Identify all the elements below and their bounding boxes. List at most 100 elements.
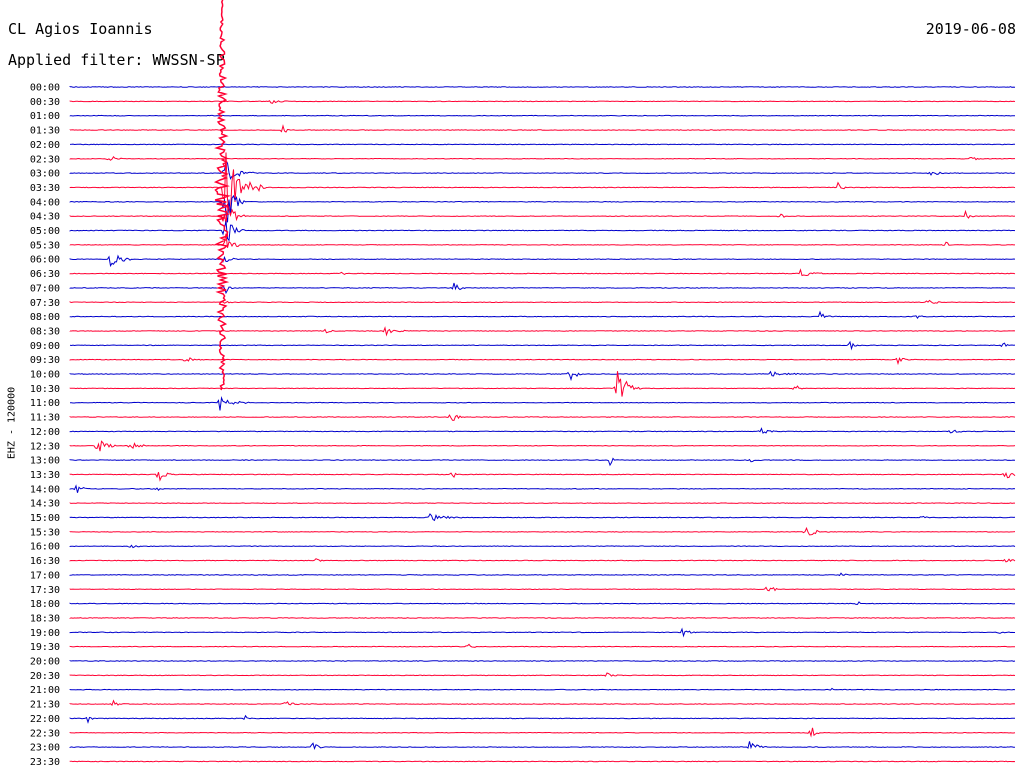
row-time-label: 07:00 bbox=[30, 283, 60, 294]
row-time-label: 23:00 bbox=[30, 743, 60, 754]
seismic-trace bbox=[69, 526, 1016, 536]
row-time-label: 21:00 bbox=[30, 685, 60, 696]
row-time-label: 18:00 bbox=[30, 599, 60, 610]
seismic-trace bbox=[69, 86, 1016, 88]
seismic-trace bbox=[69, 326, 1016, 337]
row-time-label: 09:00 bbox=[30, 341, 60, 352]
row-time-label: 08:00 bbox=[30, 312, 60, 323]
seismic-trace bbox=[69, 643, 1015, 648]
seismic-trace bbox=[69, 152, 1016, 211]
row-time-label: 19:30 bbox=[30, 642, 60, 653]
seismic-trace bbox=[69, 233, 1015, 248]
seismic-trace bbox=[69, 414, 1016, 421]
seismic-trace bbox=[69, 660, 1016, 662]
row-time-label: 22:30 bbox=[30, 728, 60, 739]
row-time-label: 03:00 bbox=[30, 169, 60, 180]
row-time-label: 23:30 bbox=[30, 757, 60, 768]
seismic-trace bbox=[69, 268, 1016, 277]
seismic-trace bbox=[69, 370, 1016, 382]
seismic-trace bbox=[69, 502, 1015, 504]
row-time-label: 04:30 bbox=[30, 212, 60, 223]
row-time-label: 13:30 bbox=[30, 470, 60, 481]
seismic-trace bbox=[69, 357, 1016, 366]
row-time-label: 20:30 bbox=[30, 671, 60, 682]
seismic-trace bbox=[69, 99, 1016, 104]
row-time-label: 06:30 bbox=[30, 269, 60, 280]
seismic-trace bbox=[69, 727, 1016, 738]
row-time-label: 10:30 bbox=[30, 384, 60, 395]
row-time-label: 11:30 bbox=[30, 413, 60, 424]
seismic-trace bbox=[69, 427, 1016, 434]
earthquake-spike bbox=[213, 0, 232, 391]
row-time-label: 16:30 bbox=[30, 556, 60, 567]
seismic-trace bbox=[69, 124, 1016, 133]
seismic-trace bbox=[69, 617, 1016, 619]
row-time-label: 15:30 bbox=[30, 527, 60, 538]
seismic-trace bbox=[69, 601, 1016, 605]
row-time-label: 04:00 bbox=[30, 197, 60, 208]
seismic-trace bbox=[69, 572, 1016, 577]
row-time-label: 12:00 bbox=[30, 427, 60, 438]
seismic-trace bbox=[69, 699, 1016, 706]
seismic-trace bbox=[69, 254, 1016, 268]
row-time-label: 21:30 bbox=[30, 700, 60, 711]
seismic-trace bbox=[69, 310, 1016, 319]
row-time-label: 12:30 bbox=[30, 441, 60, 452]
row-time-label: 06:00 bbox=[30, 255, 60, 266]
row-time-label: 17:30 bbox=[30, 585, 60, 596]
seismic-trace bbox=[69, 513, 1016, 522]
date-label: 2019-06-08 bbox=[925, 20, 1016, 38]
seismic-trace bbox=[70, 395, 1016, 411]
seismic-trace bbox=[69, 299, 1016, 304]
row-time-label: 13:00 bbox=[30, 456, 60, 467]
seismic-trace bbox=[69, 194, 1016, 223]
row-time-label: 14:00 bbox=[30, 484, 60, 495]
row-time-label: 02:30 bbox=[30, 154, 60, 165]
row-time-label: 01:30 bbox=[30, 126, 60, 137]
row-time-label: 03:30 bbox=[30, 183, 60, 194]
seismic-trace bbox=[69, 714, 1015, 724]
seismic-trace bbox=[69, 472, 1016, 482]
seismic-trace bbox=[69, 371, 1016, 397]
seismic-trace bbox=[69, 687, 1016, 691]
seismic-trace bbox=[69, 586, 1016, 592]
seismic-trace bbox=[69, 544, 1016, 549]
row-time-label: 17:00 bbox=[30, 570, 60, 581]
seismic-trace bbox=[69, 760, 1016, 763]
row-time-label: 20:00 bbox=[30, 657, 60, 668]
seismic-trace bbox=[69, 143, 1015, 146]
row-time-label: 08:30 bbox=[30, 326, 60, 337]
row-time-label: 00:30 bbox=[30, 97, 60, 108]
seismic-trace bbox=[69, 627, 1015, 638]
seismic-trace bbox=[69, 221, 1016, 242]
filter-label: Applied filter: WWSSN-SP bbox=[8, 51, 225, 69]
row-time-label: 14:30 bbox=[30, 499, 60, 510]
seismic-trace bbox=[69, 156, 1015, 161]
seismic-trace bbox=[69, 114, 1016, 117]
seismic-trace bbox=[69, 457, 1016, 467]
row-time-label: 05:30 bbox=[30, 240, 60, 251]
row-time-label: 15:00 bbox=[30, 513, 60, 524]
row-time-label: 16:00 bbox=[30, 542, 60, 553]
station-title: CL Agios Ioannis bbox=[8, 20, 153, 38]
row-time-label: 01:00 bbox=[30, 111, 60, 122]
seismic-trace bbox=[69, 282, 1016, 295]
seismic-trace bbox=[69, 741, 1016, 751]
row-time-label: 09:30 bbox=[30, 355, 60, 366]
seismic-trace bbox=[69, 203, 1016, 225]
row-time-label: 11:00 bbox=[30, 398, 60, 409]
seismic-trace bbox=[69, 340, 1016, 351]
row-time-label: 02:00 bbox=[30, 140, 60, 151]
row-time-label: 00:00 bbox=[30, 83, 60, 94]
row-time-label: 19:00 bbox=[30, 628, 60, 639]
seismic-trace bbox=[69, 440, 1016, 452]
seismic-trace bbox=[69, 484, 1016, 493]
row-time-label: 05:00 bbox=[30, 226, 60, 237]
row-time-label: 22:00 bbox=[30, 714, 60, 725]
seismic-trace bbox=[69, 672, 1016, 677]
row-time-label: 10:00 bbox=[30, 370, 60, 381]
row-time-label: 18:30 bbox=[30, 613, 60, 624]
row-time-label: 07:30 bbox=[30, 298, 60, 309]
seismic-trace bbox=[69, 558, 1016, 563]
